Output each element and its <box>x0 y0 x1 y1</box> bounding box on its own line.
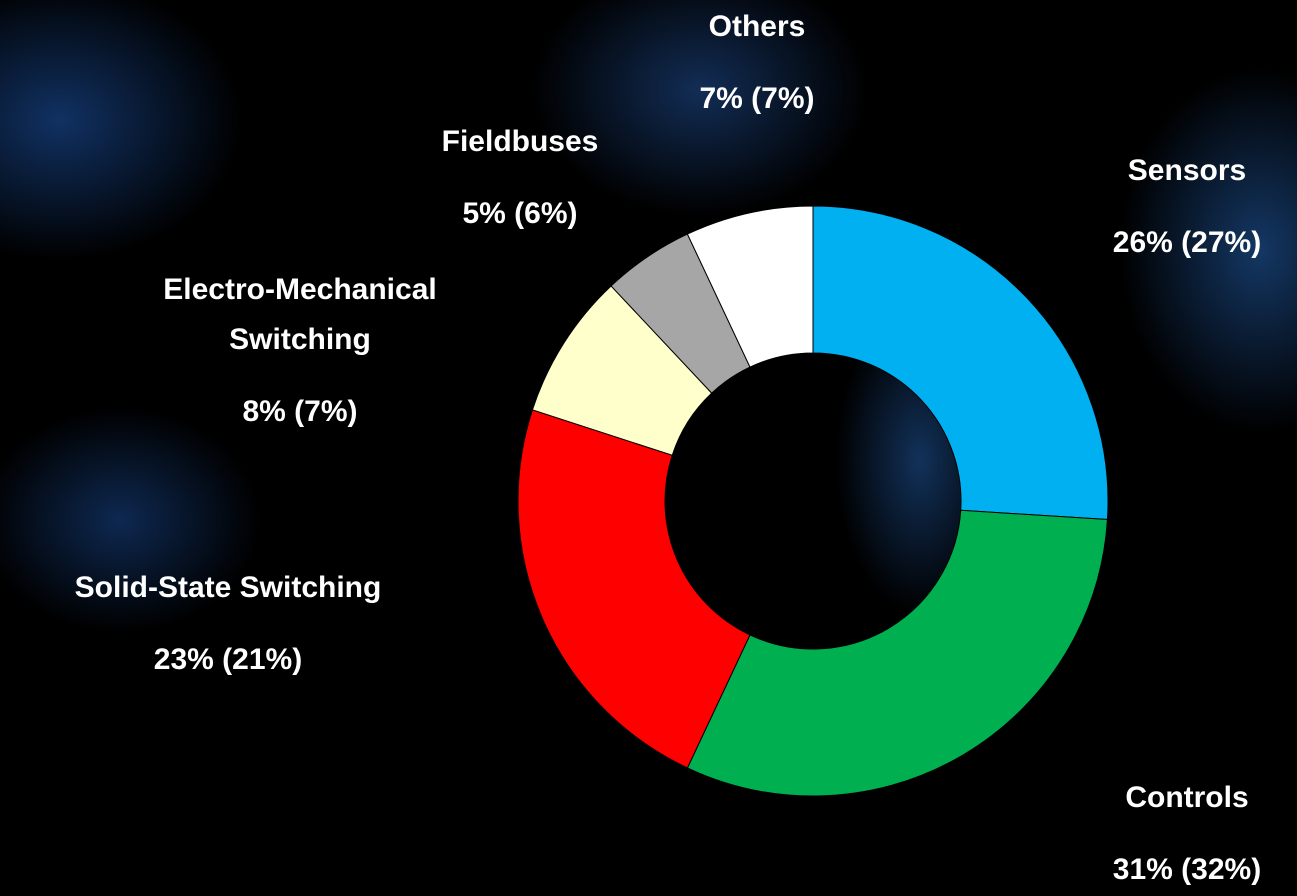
category-name: Sensors <box>1037 146 1297 196</box>
value-label: 26% (27%) <box>1037 218 1297 268</box>
slice-label: Sensors 26% (27%) <box>1037 146 1297 268</box>
category-name: Fieldbuses <box>370 117 670 167</box>
slice-label: Fieldbuses 5% (6%) <box>370 117 670 239</box>
slice-label: Others 7% (7%) <box>607 2 907 124</box>
slice-label: Solid-State Switching 23% (21%) <box>0 563 458 685</box>
category-name: Others <box>607 2 907 52</box>
value-label: 8% (7%) <box>90 387 510 437</box>
value-label: 7% (7%) <box>607 74 907 124</box>
value-label: 5% (6%) <box>370 189 670 239</box>
value-label: 23% (21%) <box>0 635 458 685</box>
slice-label: Controls 31% (32%) <box>1037 773 1297 895</box>
category-name: Controls <box>1037 773 1297 823</box>
donut-slice <box>687 510 1107 796</box>
slide: Sensors 26% (27%) Controls 31% (32%) Solid-S… <box>0 0 1297 896</box>
slice-label: Electro-Mechanical Switching 8% (7%) <box>90 265 510 437</box>
category-name: Electro-Mechanical Switching <box>90 265 510 365</box>
value-label: 31% (32%) <box>1037 845 1297 895</box>
category-name: Solid-State Switching <box>0 563 458 613</box>
